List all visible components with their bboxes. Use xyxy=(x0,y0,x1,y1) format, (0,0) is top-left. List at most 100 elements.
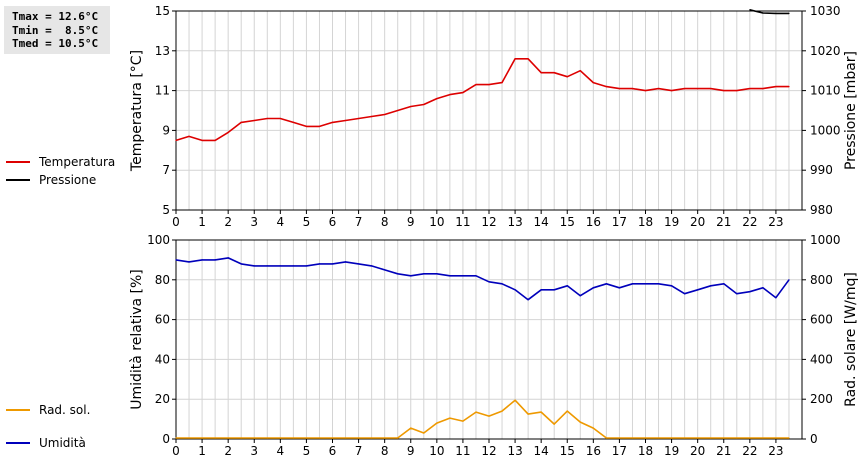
chart0-series-temperatura-point xyxy=(331,121,334,123)
chart1-series-rad-sol-point xyxy=(540,411,542,413)
chart1-series-umidit-point xyxy=(266,265,268,267)
chart0-x-tick-label: 16 xyxy=(586,215,601,229)
chart1-series-rad-sol-point xyxy=(501,410,503,412)
chart1-series-umidit-point xyxy=(527,299,529,301)
stats-box: Tmax = 12.6°C Tmin = 8.5°C Tmed = 10.5°C xyxy=(4,6,110,54)
chart0-x-tick-label: 21 xyxy=(716,215,731,229)
chart1-y-right-tick-label: 0 xyxy=(810,432,818,446)
chart1-series-umidit-point xyxy=(344,261,347,263)
chart0-series-temperatura-point xyxy=(488,84,490,86)
chart0-y-right-tick-label: 1020 xyxy=(810,44,841,58)
chart1-series-umidit-point xyxy=(384,269,386,271)
chart1-x-tick-label: 11 xyxy=(455,444,470,458)
chart1-series-rad-sol-line xyxy=(176,399,789,439)
chart0-series-temperatura-line xyxy=(175,57,789,142)
chart0-series-temperatura-point xyxy=(527,58,529,60)
chart1-series-rad-sol-point xyxy=(488,415,490,417)
chart1-y-left-tick-label: 0 xyxy=(162,432,170,446)
chart0-series-temperatura-point xyxy=(553,72,555,74)
chart0-series-temperatura-point xyxy=(657,88,660,90)
chart1-series-umidit-point xyxy=(592,287,594,289)
chart1-series-rad-sol-point xyxy=(201,437,203,439)
chart0-series-temperatura-point xyxy=(318,125,321,127)
chart1-x-tick-label: 10 xyxy=(429,444,444,458)
chart1-legend-label: Umidità xyxy=(39,436,86,450)
chart1-series-umidit-point xyxy=(631,283,634,285)
chart1-y-left-tick-label: 40 xyxy=(155,352,170,366)
chart0-series-temperatura-point xyxy=(462,92,464,94)
chart1-x-tick-label: 9 xyxy=(407,444,415,458)
chart1-x-tick-label: 16 xyxy=(586,444,601,458)
chart1-y-left-label: Umidità relativa [%] xyxy=(129,269,145,410)
chart0-x-tick-label: 17 xyxy=(612,215,627,229)
chart1-y-right-tick-label: 200 xyxy=(810,392,833,406)
chart1-series-umidit-point xyxy=(253,265,255,267)
chart1-series-rad-sol-point xyxy=(605,437,608,439)
chart1-series-rad-sol-point xyxy=(775,437,777,439)
chart0-series-temperatura-point xyxy=(501,82,503,84)
chart1-series-rad-sol-point xyxy=(462,420,464,422)
chart1-series-umidit-point xyxy=(553,289,555,291)
chart0-series-temperatura-point xyxy=(240,121,242,123)
chart1-series-rad-sol-point xyxy=(384,437,386,439)
chart1-series-umidit-point xyxy=(305,265,307,267)
chart1-series-umidit-point xyxy=(462,275,464,277)
chart1-series-rad-sol-point xyxy=(579,421,581,423)
chart0-series-temperatura-point xyxy=(449,94,451,96)
chart0-series-temperatura-point xyxy=(175,139,177,141)
chart0-series-temperatura-point xyxy=(253,119,255,122)
chart0-series-temperatura-point xyxy=(410,105,412,108)
chart1-series-umidit-point xyxy=(279,265,281,267)
chart1-y-right-tick-label: 400 xyxy=(810,352,833,366)
chart1-series-umidit-point xyxy=(775,297,777,299)
chart0-series-temperatura-point xyxy=(592,82,594,84)
chart1-series-umidit-point xyxy=(736,293,738,295)
chart1-x-tick-label: 6 xyxy=(329,444,337,458)
chart0-y-left-tick-label: 5 xyxy=(162,203,170,217)
chart0-x-tick-label: 1 xyxy=(198,215,206,229)
chart1-x-tick-label: 4 xyxy=(277,444,285,458)
chart0-y-right-tick-label: 980 xyxy=(810,203,833,217)
chart1-series-rad-sol-point xyxy=(175,437,177,439)
tmin-text: Tmin = 8.5°C xyxy=(12,23,99,37)
tmax-text: Tmax = 12.6°C xyxy=(12,10,99,23)
chart1-legend-label: Rad. sol. xyxy=(39,403,90,417)
chart1-series-umidit-point xyxy=(514,289,516,291)
chart0-series-temperatura-point xyxy=(644,90,647,92)
chart0-series-temperatura-point xyxy=(566,76,568,78)
chart0-y-right-tick-label: 1000 xyxy=(810,123,841,137)
chart1-y-left-tick-label: 80 xyxy=(155,273,170,287)
chart0-series-temperatura-point xyxy=(605,86,608,88)
chart1-series-umidit-point xyxy=(201,259,203,261)
chart0-x-tick-label: 20 xyxy=(690,215,705,229)
chart1-series-rad-sol-point xyxy=(553,423,555,425)
chart1-x-tick-label: 17 xyxy=(612,444,627,458)
chart0-series-temperatura-point xyxy=(201,139,203,141)
chart1-series-rad-sol-point xyxy=(188,437,190,439)
chart0-series-temperatura-point xyxy=(749,88,751,90)
chart0-y-right-tick-label: 1030 xyxy=(810,4,841,18)
chart1-x-tick-label: 0 xyxy=(172,444,180,458)
chart0-x-tick-label: 18 xyxy=(638,215,653,229)
chart1-series-umidit-point xyxy=(358,263,360,265)
chart0-series-temperatura-point xyxy=(266,117,268,120)
chart0-series-pressione-point xyxy=(775,12,777,14)
chart0-x-tick-label: 23 xyxy=(768,215,783,229)
chart1-series-umidit-point xyxy=(410,275,412,277)
chart0-series-temperatura-point xyxy=(305,125,307,127)
chart0-x-tick-label: 13 xyxy=(507,215,522,229)
chart0-series-temperatura-point xyxy=(618,88,621,90)
chart1-series-umidit-point xyxy=(371,265,373,267)
chart0-y-right-label: Pressione [mbar] xyxy=(843,51,859,170)
chart1-x-tick-label: 13 xyxy=(507,444,522,458)
chart0-x-tick-label: 7 xyxy=(355,215,363,229)
chart0-series-temperatura-point xyxy=(671,90,673,92)
chart0-y-left-tick-label: 13 xyxy=(155,44,170,58)
chart0-series-temperatura-point xyxy=(684,88,686,90)
chart1-y-left-tick-label: 20 xyxy=(155,392,170,406)
chart0-y-right-tick-label: 1010 xyxy=(810,84,841,98)
chart0-x-tick-label: 0 xyxy=(172,215,180,229)
chart1-series-umidit-point xyxy=(605,283,608,285)
chart1-series-rad-sol-point xyxy=(240,437,242,439)
